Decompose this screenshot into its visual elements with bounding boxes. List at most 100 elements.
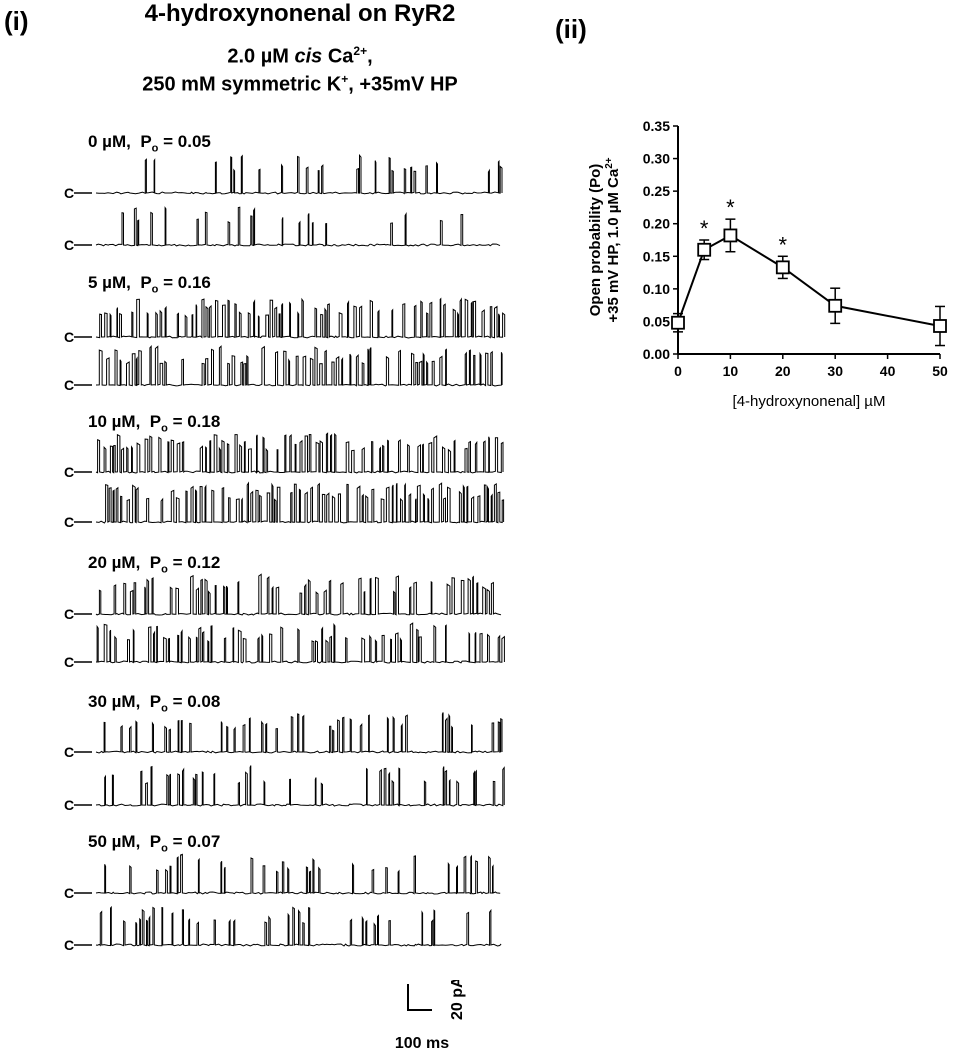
potassium-condition: 250 mM symmetric K+, +35mV HP	[90, 72, 510, 97]
significance-marker: *	[726, 195, 735, 220]
trace-row: C	[64, 573, 502, 622]
trace-row: C	[64, 344, 503, 393]
scale-bar-current: 20 pA	[449, 980, 466, 1020]
y-axis-label-line2: +35 mV HP, 1.0 µM Ca2+	[604, 157, 622, 322]
trace-row: C	[64, 712, 503, 760]
trace-row: C	[64, 905, 502, 953]
trace-row: C	[64, 153, 503, 201]
closed-level-marker: C	[64, 654, 74, 670]
po-symbol: P	[149, 692, 162, 711]
po-subscript: o	[161, 563, 168, 576]
y-tick-label: 0.30	[643, 151, 670, 167]
trace-conc: 20 µM,	[88, 553, 141, 572]
trace-conc: 0 µM,	[88, 132, 131, 151]
current-trace	[95, 905, 502, 947]
trace-conc: 10 µM,	[88, 412, 141, 431]
y-tick-label: 0.05	[643, 313, 670, 329]
po-subscript: o	[161, 842, 168, 855]
ca-cis: cis	[294, 45, 323, 68]
current-trace	[95, 344, 503, 387]
trace-label-2: 10 µM, Po = 0.18	[88, 412, 220, 434]
figure-title: 4-hydroxynonenal on RyR2	[144, 0, 456, 27]
data-point	[671, 315, 685, 330]
y-tick-label: 0.25	[643, 183, 670, 199]
x-tick-label: 10	[723, 363, 739, 379]
po-symbol: P	[140, 132, 152, 151]
po-symbol: P	[149, 412, 162, 431]
po-value: = 0.08	[167, 692, 221, 711]
po-symbol: P	[140, 273, 152, 292]
closed-level-marker: C	[64, 797, 74, 813]
po-value: = 0.16	[158, 273, 211, 292]
current-trace	[95, 297, 506, 339]
x-tick-label: 0	[674, 363, 682, 379]
current-trace	[95, 712, 503, 754]
significance-marker: *	[779, 232, 788, 257]
ca-prefix: 2.0 µM	[227, 45, 295, 68]
po-subscript: o	[161, 422, 168, 435]
closed-level-marker: C	[64, 237, 74, 253]
closed-level-marker: C	[64, 744, 74, 760]
scale-bar: 100 ms 20 pA	[395, 980, 466, 1050]
current-trace	[95, 853, 501, 895]
po-symbol: P	[149, 832, 162, 851]
trace-row: C	[64, 432, 504, 480]
y-tick-label: 0.10	[643, 281, 670, 297]
ca-comma: ,	[367, 45, 373, 68]
single-channel-traces: C C C C C C C C C C C C	[64, 153, 506, 953]
x-tick-label: 30	[827, 363, 843, 379]
trace-conc: 5 µM,	[88, 273, 131, 292]
open-probability-chart: 0.00 0.05 0.10 0.15 0.20 0.25 0.30 0.35 0 10 20 30 4…	[587, 118, 948, 410]
trace-row: C	[64, 622, 505, 670]
ca-suffix: Ca	[322, 45, 354, 68]
closed-level-marker: C	[64, 377, 74, 393]
current-trace	[95, 432, 504, 474]
y-tick-label: 0.20	[643, 216, 670, 232]
closed-level-marker: C	[64, 885, 74, 901]
data-point	[697, 242, 712, 257]
current-trace	[95, 153, 503, 195]
closed-level-marker: C	[64, 937, 74, 953]
panel-ii-label: (ii)	[555, 14, 587, 44]
y-axis-label-superscript: 2+	[604, 157, 615, 169]
po-subscript: o	[151, 142, 159, 155]
y-tick-label: 0.00	[643, 346, 670, 362]
data-point	[723, 228, 738, 243]
trace-label-1: 5 µM, Po = 0.16	[88, 273, 211, 295]
significance-marker: *	[700, 216, 709, 241]
po-subscript: o	[161, 702, 168, 715]
trace-row: C	[64, 765, 505, 813]
current-trace	[95, 481, 505, 524]
trace-row: C	[64, 206, 501, 253]
closed-level-marker: C	[64, 464, 74, 480]
x-tick-label: 40	[880, 363, 896, 379]
x-tick-label: 50	[932, 363, 948, 379]
trace-label-4: 30 µM, Po = 0.08	[88, 692, 220, 714]
po-value: = 0.07	[167, 832, 221, 851]
k-tail: , +35mV HP	[348, 73, 458, 96]
current-trace	[95, 765, 505, 807]
po-symbol: P	[149, 553, 162, 572]
x-tick-label: 20	[775, 363, 791, 379]
x-axis-label: [4-hydroxynonenal] µM	[733, 393, 886, 410]
trace-label-3: 20 µM, Po = 0.12	[88, 553, 220, 575]
panel-i-label: (i)	[4, 6, 29, 36]
closed-level-marker: C	[64, 514, 74, 530]
trace-label-5: 50 µM, Po = 0.07	[88, 832, 220, 854]
current-trace	[95, 206, 501, 247]
trace-row: C	[64, 853, 501, 901]
k-charge: +	[341, 72, 349, 86]
series-line	[677, 234, 941, 327]
ca-charge: 2+	[353, 44, 368, 58]
po-value: = 0.18	[167, 412, 221, 431]
data-point	[933, 319, 947, 333]
scale-bar-time: 100 ms	[395, 1035, 449, 1050]
scale-bar-lines	[407, 984, 432, 1011]
y-tick-label: 0.15	[643, 248, 670, 264]
k-text: 250 mM symmetric K	[142, 73, 342, 96]
current-trace	[96, 622, 505, 664]
po-subscript: o	[151, 283, 159, 296]
data-point	[828, 298, 843, 313]
data-point	[775, 260, 790, 275]
trace-conc: 50 µM,	[88, 832, 141, 851]
